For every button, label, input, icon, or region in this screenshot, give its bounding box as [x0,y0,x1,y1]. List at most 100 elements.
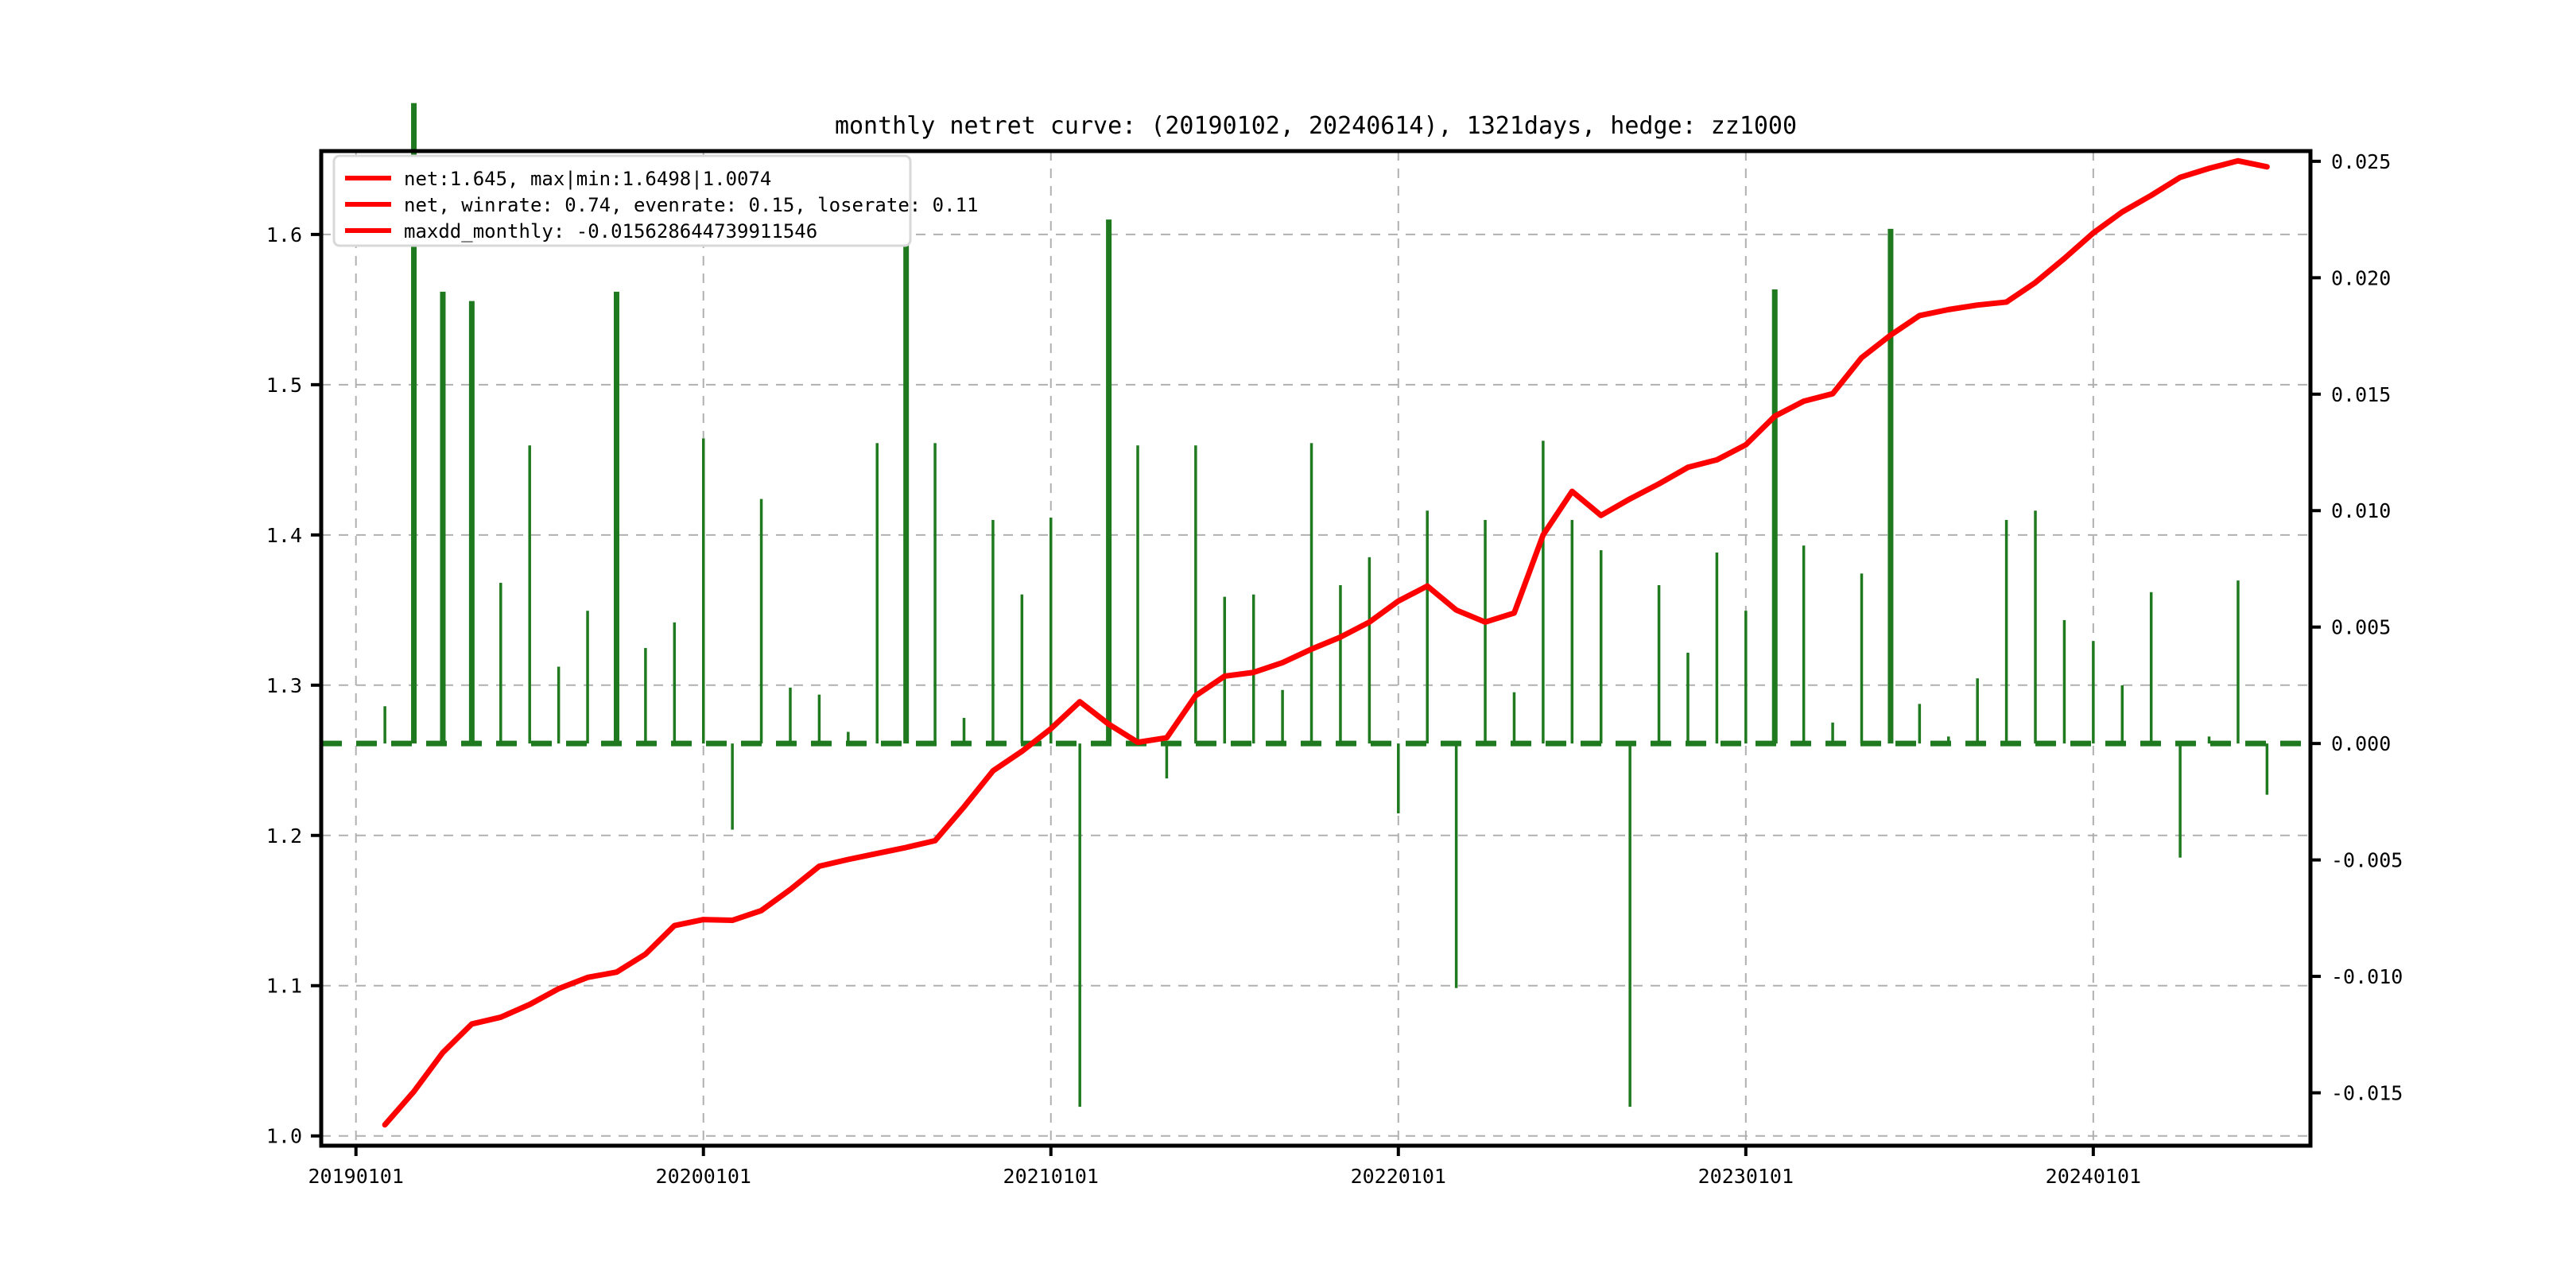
bar [2237,580,2240,744]
right-tick-label: 0.010 [2331,499,2391,522]
bar [1542,440,1545,744]
left-tick-label: 1.5 [266,374,302,397]
bar [933,443,937,744]
bar [1251,594,1255,744]
bar [1309,443,1313,744]
bar [586,611,589,744]
x-tick-label: 20190101 [308,1165,403,1188]
bar [2004,519,2008,744]
bar [1771,289,1778,744]
bar [499,583,502,744]
bar [731,743,734,830]
bar [2092,641,2095,744]
bar [411,103,417,744]
bar [557,666,561,744]
right-tick-label: -0.010 [2331,965,2403,988]
bar [1165,743,1169,779]
left-tick-label: 1.4 [266,524,302,547]
bar [1106,219,1112,744]
bar [1397,743,1400,814]
bar [1570,519,1574,744]
right-axis-ticks: 0.025 0.020 0.015 0.010 0.005 0.000 -0.005 -0.0… [2310,150,2403,1105]
x-tick-label: 20230101 [1698,1165,1794,1188]
bar [2149,592,2153,744]
left-axis-ticks: 1.0 1.1 1.2 1.3 1.4 1.5 1.6 [266,223,321,1148]
bar [1976,678,1979,744]
bar [2207,736,2211,744]
monthly-netret-bars [383,103,2269,1108]
bar [1599,550,1603,744]
bar [383,706,386,744]
bar [528,445,531,744]
bar [875,443,879,744]
x-tick-label: 20210101 [1003,1165,1099,1188]
x-tick-label: 20240101 [2046,1165,2141,1188]
right-tick-label: 0.025 [2331,150,2391,173]
bar [847,731,850,744]
bar [1484,519,1487,744]
bar [1860,573,1864,744]
right-tick-label: -0.015 [2331,1082,2403,1105]
bar [817,694,821,744]
bar [1020,594,1024,744]
bar [991,519,995,744]
bar [1194,445,1197,744]
bar [759,499,763,744]
left-tick-label: 1.2 [266,824,302,848]
bar [1686,652,1690,744]
bar [1426,510,1429,744]
bar [1281,689,1284,744]
bar [962,717,966,744]
bar [1454,743,1458,988]
bar [468,301,475,744]
bar [1744,611,1748,744]
chart-title: monthly netret curve: (20190102, 2024061… [835,112,1797,140]
net-curve [382,157,2270,1128]
bar [1657,584,1661,744]
bar [1223,596,1227,744]
bar [1947,736,1950,744]
bar [1339,584,1342,744]
bar [789,687,792,744]
bar [1918,704,1922,744]
bar [2034,510,2037,744]
legend-label: net:1.645, max|min:1.6498|1.0074 [404,168,771,190]
bar [2062,619,2066,744]
bar [1049,518,1053,744]
axes-frame [319,149,2313,1148]
left-tick-label: 1.6 [266,223,302,246]
chart-legend: net:1.645, max|min:1.6498|1.0074 net, win… [332,154,978,247]
bar [1078,743,1081,1108]
bar [2178,743,2182,858]
bar [1887,228,1894,744]
bar [1628,743,1631,1108]
x-tick-label: 20200101 [656,1165,751,1188]
bar [1368,557,1371,744]
right-tick-label: 0.015 [2331,383,2391,406]
bar [1802,545,1806,744]
left-tick-label: 1.0 [266,1125,302,1148]
x-axis-ticks: 20190101 20200101 20210101 20220101 20230101… [308,1146,2141,1188]
bar [644,648,647,744]
right-tick-label: -0.005 [2331,849,2403,872]
right-tick-label: 0.000 [2331,732,2391,755]
legend-label: net, winrate: 0.74, evenrate: 0.15, lose… [404,194,978,216]
bar [1512,692,1516,744]
legend-label: maxdd_monthly: -0.015628644739911546 [404,220,817,242]
bar [440,291,446,744]
bar [2265,743,2269,795]
bar [613,291,619,744]
bar [2120,685,2124,744]
left-tick-label: 1.3 [266,674,302,697]
right-tick-label: 0.020 [2331,266,2391,289]
legend-box [332,154,912,247]
left-tick-label: 1.1 [266,975,302,998]
bar [701,438,705,744]
x-tick-label: 20220101 [1351,1165,1446,1188]
bar [1831,722,1834,744]
bar [1715,552,1719,744]
bar [903,196,910,744]
right-tick-label: 0.005 [2331,616,2391,639]
